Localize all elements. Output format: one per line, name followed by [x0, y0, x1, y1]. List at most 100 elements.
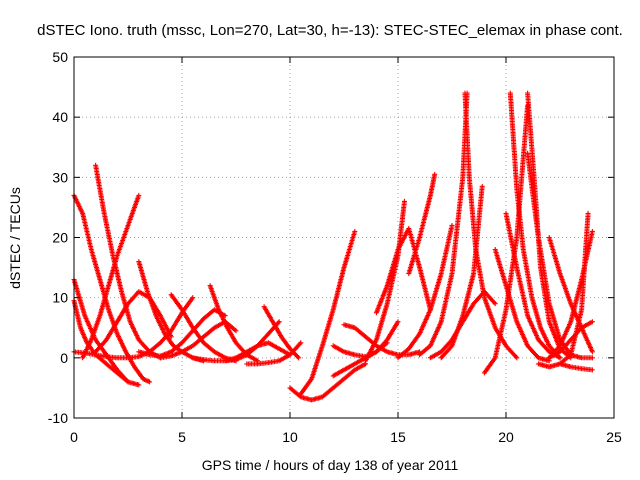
data-point-mark — [103, 354, 119, 361]
data-point-mark — [93, 338, 108, 355]
grid — [74, 57, 614, 418]
data-point-mark — [136, 337, 152, 354]
y-tick-label: -10 — [48, 410, 68, 426]
data-point-mark — [384, 349, 400, 357]
data-point-mark — [438, 224, 455, 277]
data-point-mark — [125, 194, 141, 228]
data-point-mark — [276, 353, 292, 364]
data-series — [406, 171, 438, 277]
data-point-mark — [352, 362, 367, 373]
data-point-mark — [110, 253, 124, 293]
data-point-mark — [503, 343, 519, 360]
data-point-mark — [190, 295, 196, 301]
y-tick-label: 20 — [52, 230, 68, 246]
data-series — [395, 222, 455, 361]
data-point-mark — [535, 337, 551, 354]
x-tick-label: 10 — [282, 429, 298, 445]
data-point-mark — [88, 247, 102, 281]
data-point-mark — [190, 335, 205, 349]
data-point-mark — [514, 319, 530, 347]
data-point-mark — [546, 235, 562, 275]
data-point-mark — [417, 308, 433, 337]
data-series — [287, 361, 369, 403]
data-point-mark — [427, 320, 444, 349]
data-point-mark — [406, 236, 422, 277]
data-point-mark — [127, 319, 141, 341]
data-series — [525, 90, 574, 361]
data-point-mark — [352, 228, 358, 234]
data-series — [546, 319, 595, 361]
data-point-mark — [309, 344, 325, 382]
data-point-mark — [93, 162, 107, 215]
data-point-mark — [298, 340, 304, 346]
data-point-mark — [341, 362, 356, 373]
data-point-mark — [568, 364, 583, 371]
data-point-mark — [341, 349, 356, 357]
data-point-mark — [525, 150, 541, 239]
data-marks — [71, 90, 595, 403]
data-point-mark — [417, 344, 432, 358]
y-tick-label: 30 — [52, 169, 68, 185]
data-point-mark — [462, 90, 472, 179]
data-point-mark — [589, 355, 595, 361]
data-point-mark — [557, 271, 573, 305]
data-point-mark — [207, 283, 221, 311]
data-point-mark — [538, 265, 552, 323]
data-point-mark — [179, 329, 195, 346]
data-point-mark — [341, 230, 357, 271]
data-point-mark — [384, 340, 390, 346]
data-point-mark — [384, 320, 400, 343]
data-point-mark — [88, 314, 102, 343]
data-point-mark — [319, 308, 336, 349]
data-point-mark — [525, 343, 540, 360]
data-point-mark — [432, 171, 438, 177]
data-series — [93, 162, 163, 361]
data-point-mark — [179, 307, 195, 329]
data-point-mark — [514, 355, 520, 361]
data-point-mark — [514, 186, 526, 251]
data-point-mark — [261, 304, 275, 323]
data-point-mark — [341, 368, 357, 382]
data-series — [71, 192, 153, 385]
data-point-mark — [589, 228, 595, 234]
data-point-mark — [147, 379, 153, 385]
data-point-mark — [287, 341, 303, 358]
data-point-mark — [529, 295, 543, 329]
data-point-mark — [319, 386, 335, 400]
data-series — [298, 228, 358, 397]
data-point-mark — [538, 325, 551, 347]
data-point-mark — [460, 272, 476, 319]
data-point-mark — [589, 367, 595, 373]
data-series — [157, 319, 239, 361]
data-point-mark — [101, 210, 116, 257]
x-tick-label: 5 — [178, 429, 186, 445]
data-point-mark — [471, 185, 485, 277]
data-point-mark — [384, 248, 401, 289]
data-point-mark — [546, 301, 562, 341]
data-point-mark — [449, 222, 455, 228]
data-point-mark — [401, 198, 407, 204]
data-point-mark — [162, 331, 175, 348]
data-point-mark — [427, 173, 437, 198]
y-tick-label: 50 — [52, 49, 68, 65]
data-point-mark — [296, 355, 302, 361]
data-point-mark — [168, 341, 184, 355]
data-point-mark — [589, 319, 595, 325]
data-point-mark — [507, 90, 520, 191]
data-point-mark — [278, 334, 292, 351]
data-point-mark — [481, 356, 497, 376]
data-point-mark — [568, 301, 584, 329]
data-point-mark — [427, 350, 443, 361]
data-point-mark — [168, 292, 184, 311]
data-point-mark — [417, 265, 433, 311]
data-point-mark — [157, 313, 173, 338]
data-point-mark — [265, 340, 281, 351]
data-point-mark — [449, 320, 465, 343]
data-point-mark — [395, 347, 411, 361]
data-point-mark — [546, 350, 562, 361]
x-tick-label: 0 — [70, 429, 78, 445]
data-point-mark — [352, 325, 367, 339]
data-point-mark — [579, 230, 595, 283]
data-series — [546, 235, 595, 355]
data-point-mark — [190, 355, 205, 362]
